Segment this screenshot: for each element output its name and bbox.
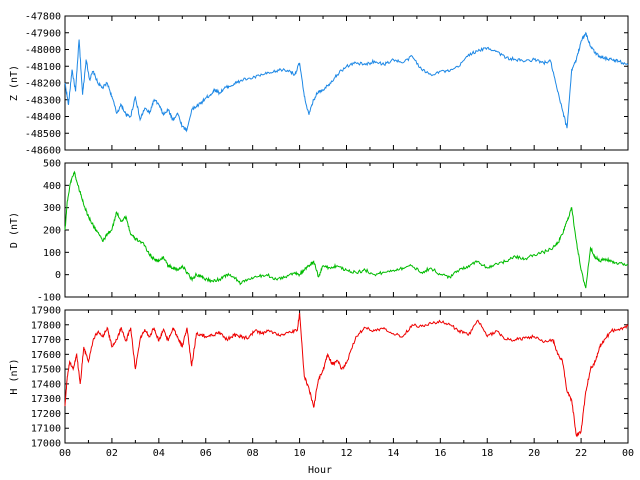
x-tick-label: 04: [153, 448, 165, 459]
y-tick-label: 17900: [31, 306, 61, 317]
x-tick-label: 12: [340, 448, 352, 459]
y-tick-label: 500: [43, 159, 61, 170]
x-axis-title: Hour: [308, 465, 332, 476]
y-tick-label: 17700: [31, 335, 61, 346]
y-tick-label: 17800: [31, 320, 61, 331]
y-tick-label: 17000: [31, 439, 61, 450]
y-axis-title: D (nT): [9, 212, 20, 248]
y-tick-label: 17400: [31, 379, 61, 390]
y-tick-label: -48400: [25, 112, 61, 123]
series-line: [64, 170, 628, 289]
x-tick-label: 02: [106, 448, 118, 459]
z-panel: -47800 -47900 -48000 -48100 -48200 -48300 -484…: [9, 12, 629, 157]
y-tick-label: 17300: [31, 394, 61, 405]
x-tick-label: 22: [575, 448, 587, 459]
y-tick-label: -48500: [25, 129, 61, 140]
x-tick-label: 06: [200, 448, 212, 459]
y-tick-label: 17500: [31, 365, 61, 376]
y-tick-label: -48000: [25, 45, 61, 56]
y-axis-title: Z (nT): [9, 65, 20, 101]
y-tick-label: 400: [43, 181, 61, 192]
x-tick-label: 08: [247, 448, 259, 459]
y-tick-label: -47800: [25, 12, 61, 23]
y-tick-label: 0: [55, 270, 61, 281]
series-line: [64, 312, 629, 438]
x-tick-label: 16: [434, 448, 446, 459]
x-tick-label: 14: [387, 448, 399, 459]
plot-frame: [64, 309, 629, 444]
plot-frame: [64, 162, 629, 298]
h-panel: 17900 17800 17700 17600 17500 17400 17300 17200…: [9, 306, 634, 460]
y-tick-label: 100: [43, 248, 61, 259]
y-axis-title: H (nT): [9, 358, 20, 394]
d-panel: 500 400 300 200 100 0 -100 D (nT): [9, 159, 629, 304]
y-tick-label: -100: [37, 293, 61, 304]
plot-frame: [64, 15, 629, 151]
x-tick-label: 20: [528, 448, 540, 459]
y-tick-label: 17600: [31, 350, 61, 361]
y-tick-label: -47900: [25, 28, 61, 39]
y-tick-label: -48600: [25, 146, 61, 157]
x-tick-label: 00: [59, 448, 71, 459]
x-tick-label: 10: [294, 448, 306, 459]
y-tick-label: -48100: [25, 62, 61, 73]
y-tick-label: 300: [43, 203, 61, 214]
x-tick-label: 18: [481, 448, 493, 459]
series-line: [64, 31, 629, 133]
x-tick-label: 00: [622, 448, 634, 459]
y-tick-label: 200: [43, 226, 61, 237]
y-tick-label: -48200: [25, 79, 61, 90]
y-tick-label: 17200: [31, 409, 61, 420]
y-tick-label: 17100: [31, 424, 61, 435]
y-tick-label: -48300: [25, 95, 61, 106]
